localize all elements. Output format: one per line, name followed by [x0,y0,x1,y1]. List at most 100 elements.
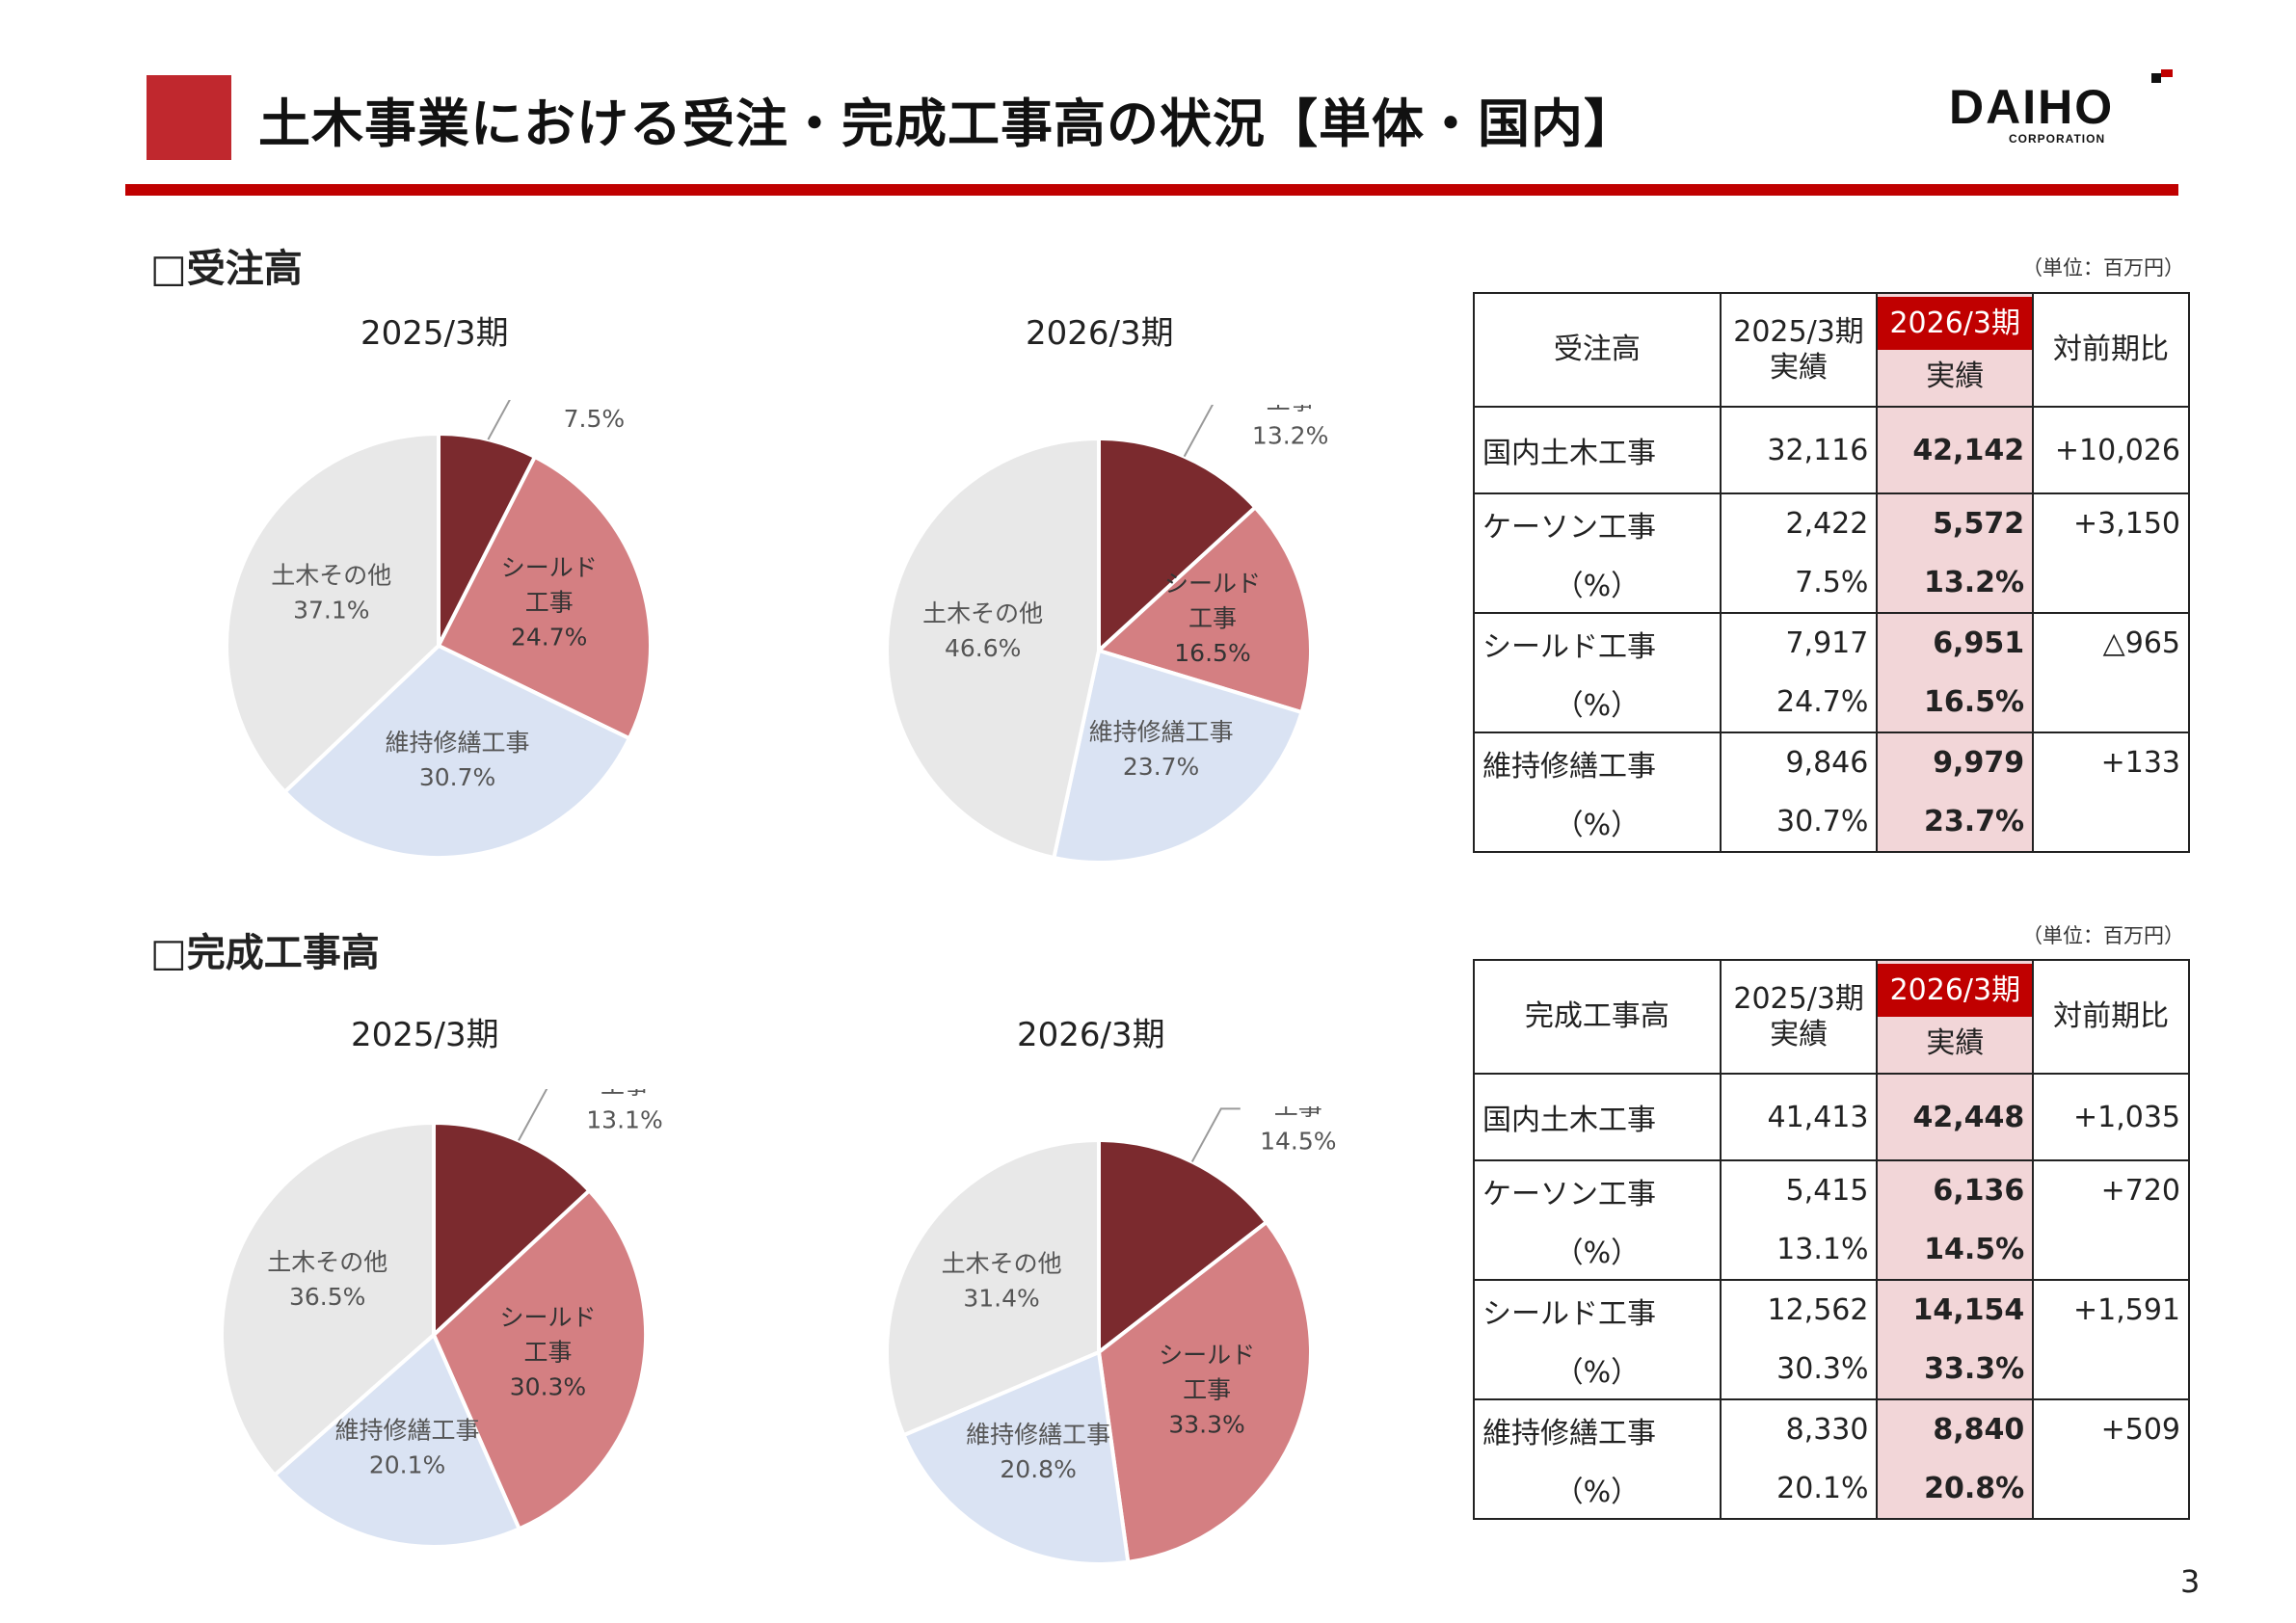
pie-category-label: シールド [1164,570,1261,598]
pie-slice-0 [437,431,538,647]
pie-category-label: 工事 [601,1089,649,1099]
table-row: （%） 30.3% 33.3% [1473,1340,2190,1400]
prev-value: 32,116 [1719,406,1879,494]
diff-value: +1,035 [2032,1073,2190,1161]
diff-value [2032,553,2190,614]
pie-data-label: 30.3% [510,1373,586,1401]
pie-data-label: 20.1% [369,1451,445,1479]
pie-slice-1 [436,454,653,741]
orders-header-curr: 2026/3期実績 [1876,292,2035,408]
prev-value: 7.5% [1719,553,1879,614]
table-row: シールド工事 7,917 6,951 △965 [1473,612,2190,673]
page-title: 土木事業における受注・完成工事高の状況【単体・国内】 [258,93,1637,154]
pie-title-completed-prev: 2025/3期 [351,1016,499,1054]
pie-data-label: 24.7% [511,624,587,652]
pie-category-label: シールド [501,554,598,582]
diff-value [2032,673,2190,733]
prev-value: 13.1% [1719,1220,1879,1281]
table-row: 国内土木工事 32,116 42,142 +10,026 [1473,406,2190,494]
completed-header-label: 完成工事高 [1473,959,1722,1075]
curr-value: 42,142 [1876,406,2035,494]
pie-data-label: 36.5% [289,1283,365,1311]
pie-title-orders-curr: 2026/3期 [1026,314,1174,353]
table-row: （%） 24.7% 16.5% [1473,673,2190,733]
diff-value: △965 [2032,612,2190,673]
pie-data-label: 37.1% [293,596,369,624]
pie-category-label: 工事 [1188,604,1237,632]
title-divider [125,184,2178,196]
company-logo: DAIHO CORPORATION [1949,69,2173,146]
completed-table-header: 完成工事高 2025/3期 実績 2026/3期実績 対前期比 [1473,959,2190,1075]
pie-category-label: 土木その他 [922,599,1043,627]
logo-mark-red [2161,69,2173,77]
curr-value: 9,979 [1876,732,2035,792]
logo-wordmark: DAIHO [1949,80,2114,134]
prev-value: 30.3% [1719,1340,1879,1400]
pie-category-label: 工事 [523,1339,572,1367]
table-row: ケーソン工事 2,422 5,572 +3,150 [1473,492,2190,553]
pie-category-label: 工事 [1274,1106,1322,1120]
pie-leader-line [518,1089,548,1141]
pie-data-label: 23.7% [1123,753,1199,781]
curr-value: 5,572 [1876,492,2035,553]
orders-header-curr-type: 実績 [1926,359,1985,393]
curr-value: 20.8% [1876,1459,2035,1520]
pie-category-label: 工事 [525,589,574,617]
row-label: シールド工事 [1473,612,1722,673]
pie-data-label: 16.5% [1174,639,1250,667]
pie-category-label: 維持修繕工事 [386,729,530,757]
table-row: （%） 13.1% 14.5% [1473,1220,2190,1281]
diff-value [2032,1459,2190,1520]
completed-header-curr-period: 2026/3期 [1878,964,2033,1017]
prev-value: 24.7% [1719,673,1879,733]
prev-value: 20.1% [1719,1459,1879,1520]
curr-value: 14.5% [1876,1220,2035,1281]
orders-header-label: 受注高 [1473,292,1722,408]
pie-data-label: 33.3% [1168,1411,1244,1439]
diff-value [2032,792,2190,853]
pie-slice-0 [1097,436,1259,655]
completed-header-prev: 2025/3期 実績 [1719,959,1879,1075]
pie-category-label: 維持修繕工事 [1089,718,1234,746]
completed-header-diff: 対前期比 [2032,959,2190,1075]
pie-category-label: 土木その他 [271,561,391,589]
pie-slice-2 [1051,648,1304,865]
pie-category-label: 土木その他 [267,1248,387,1276]
orders-section-title: □受注高 [150,247,303,291]
row-label: （%） [1473,553,1722,614]
pie-title-completed-curr: 2026/3期 [1017,1016,1165,1054]
curr-value: 33.3% [1876,1340,2035,1400]
row-label: 維持修繕工事 [1473,732,1722,792]
diff-value: +1,591 [2032,1279,2190,1340]
pie-slice-3 [885,1137,1101,1438]
completed-header-curr-type: 実績 [1926,1026,1985,1060]
pie-slice-2 [272,1331,522,1549]
pie-slice-3 [220,1120,436,1478]
curr-value: 23.7% [1876,792,2035,853]
pie-category-label: 維持修繕工事 [335,1417,480,1445]
pie-data-label: 14.5% [1260,1127,1336,1155]
completed-unit-note: （単位：百万円） [2022,924,2184,947]
pie-category-label: 維持修繕工事 [966,1421,1110,1449]
pie-category-label: 工事 [1267,405,1315,415]
curr-value: 42,448 [1876,1073,2035,1161]
table-row: （%） 20.1% 20.8% [1473,1459,2190,1520]
table-row: （%） 7.5% 13.2% [1473,553,2190,614]
prev-value: 5,415 [1719,1159,1879,1220]
prev-value: 7,917 [1719,612,1879,673]
row-label: 国内土木工事 [1473,1073,1722,1161]
row-label: （%） [1473,1340,1722,1400]
pie-slice-2 [281,643,632,860]
title-accent-block [147,75,231,160]
diff-value: +720 [2032,1159,2190,1220]
diff-value: +10,026 [2032,406,2190,494]
orders-header-curr-period: 2026/3期 [1878,297,2033,350]
pie-leader-line [487,400,511,440]
row-label: （%） [1473,792,1722,853]
row-label: （%） [1473,1459,1722,1520]
pie-slice-1 [431,1187,648,1531]
prev-value: 2,422 [1719,492,1879,553]
pie-title-orders-prev: 2025/3期 [360,314,509,353]
page-number: 3 [2180,1563,2201,1600]
table-row: 国内土木工事 41,413 42,448 +1,035 [1473,1073,2190,1161]
